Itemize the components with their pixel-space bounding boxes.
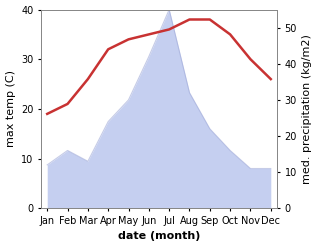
Y-axis label: med. precipitation (kg/m2): med. precipitation (kg/m2) bbox=[302, 34, 313, 184]
X-axis label: date (month): date (month) bbox=[118, 231, 200, 242]
Y-axis label: max temp (C): max temp (C) bbox=[5, 70, 16, 147]
